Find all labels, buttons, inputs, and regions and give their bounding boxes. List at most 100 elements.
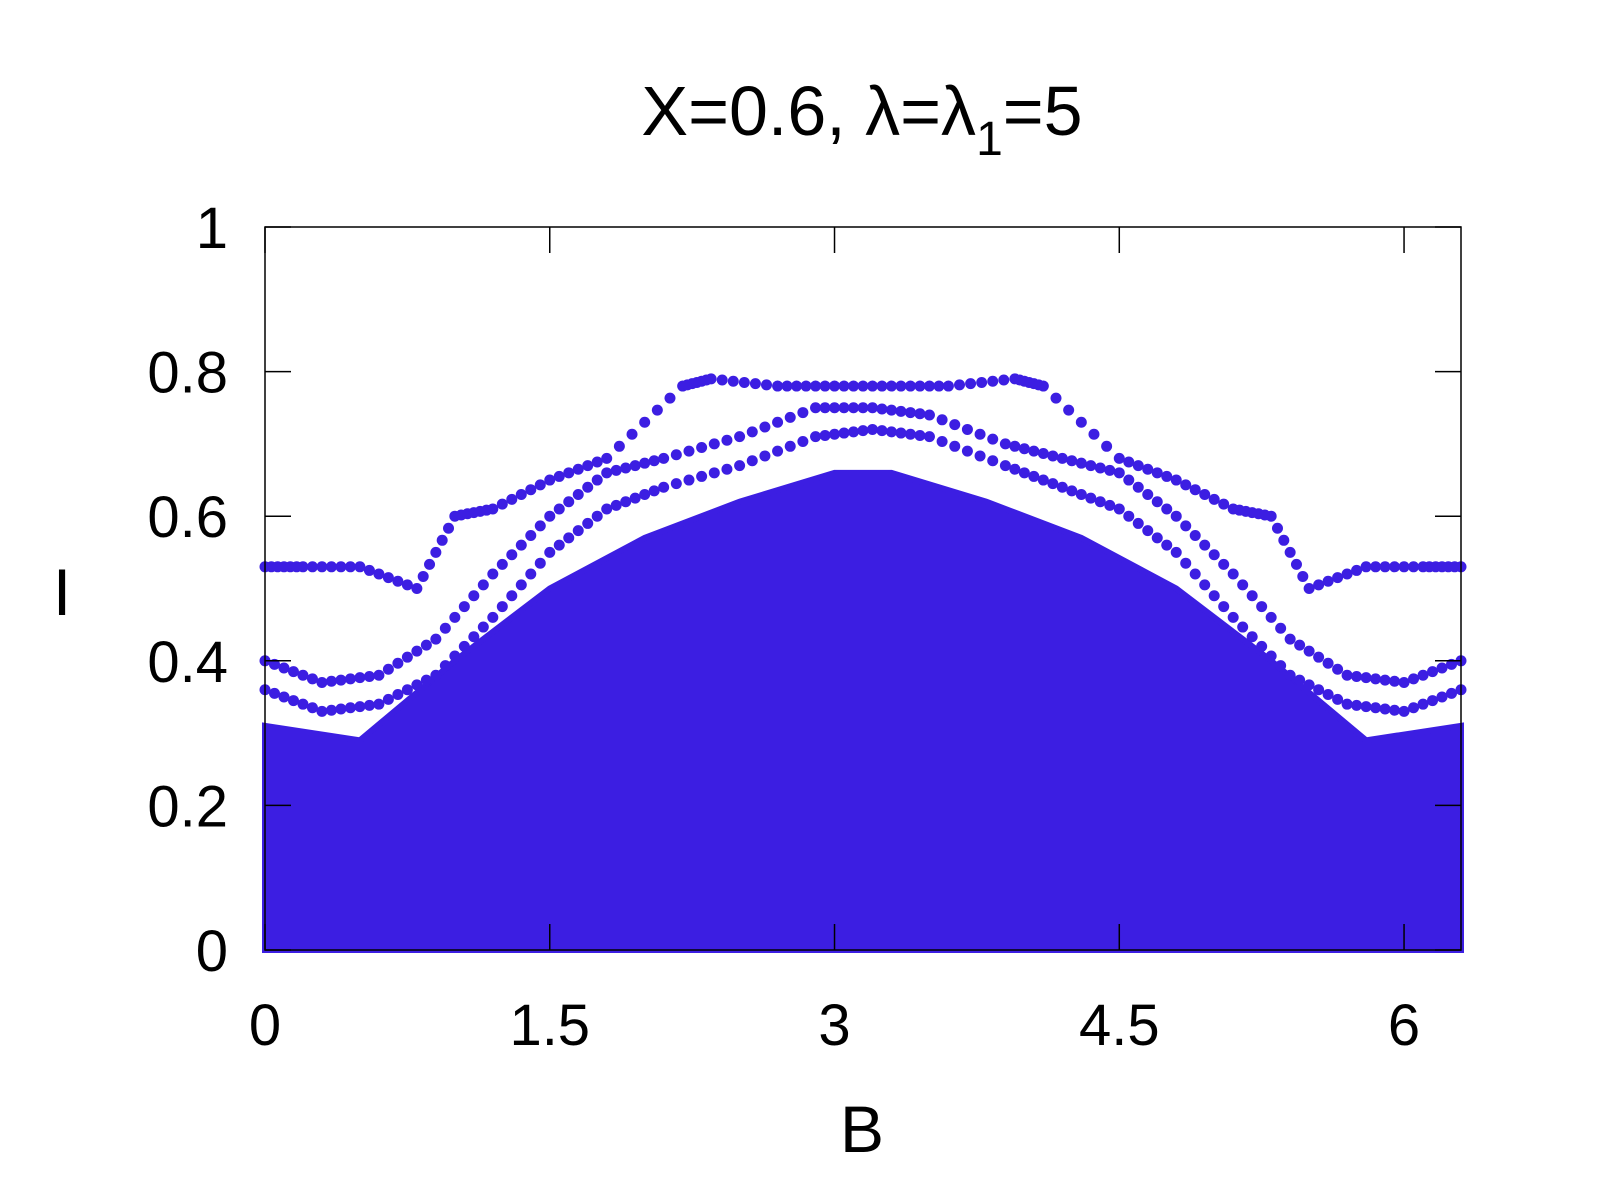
scatter-point <box>1275 660 1287 672</box>
scatter-point <box>601 452 613 464</box>
scatter-point <box>857 402 869 414</box>
scatter-point <box>544 546 556 558</box>
scatter-point <box>1284 546 1296 558</box>
scatter-point <box>411 679 423 691</box>
scatter-point <box>1151 467 1163 479</box>
scatter-point <box>582 517 594 529</box>
scatter-point <box>838 402 850 414</box>
scatter-point <box>297 561 309 573</box>
scatter-point <box>363 670 375 682</box>
scatter-point <box>449 650 461 662</box>
scatter-point <box>1294 639 1306 651</box>
scatter-point <box>1351 699 1363 711</box>
scatter-point <box>933 380 945 392</box>
scatter-point <box>810 402 822 414</box>
scatter-point <box>1189 568 1201 580</box>
scatter-point <box>572 489 584 501</box>
scatter-point <box>1408 673 1420 685</box>
scatter-point <box>1037 380 1049 392</box>
scatter-point <box>1009 463 1021 475</box>
scatter-point <box>829 380 841 392</box>
scatter-point <box>1246 590 1258 602</box>
scatter-point <box>1066 485 1078 497</box>
scatter-point <box>487 611 499 623</box>
scatter-point <box>1256 601 1268 613</box>
scatter-point <box>1123 456 1135 468</box>
scatter-point <box>746 426 758 438</box>
chart-title-subscript: 1 <box>976 113 1003 166</box>
scatter-point <box>1047 450 1059 462</box>
scatter-point <box>1208 549 1220 561</box>
scatter-point <box>335 703 347 715</box>
scatter-point <box>1265 510 1277 522</box>
scatter-point <box>819 402 831 414</box>
scatter-point <box>987 455 999 467</box>
x-axis-title: B <box>840 1092 884 1166</box>
scatter-point <box>449 611 461 623</box>
scatter-point <box>506 590 518 602</box>
scatter-point <box>885 404 897 416</box>
scatter-point <box>297 698 309 710</box>
y-tick-label: 0.2 <box>147 774 228 839</box>
y-tick-label: 0.4 <box>147 630 228 695</box>
scatter-point <box>1398 561 1410 573</box>
scatter-point <box>363 564 375 576</box>
scatter-point <box>1370 702 1382 714</box>
scatter-point <box>772 416 784 428</box>
scatter-point <box>974 450 986 462</box>
scatter-point <box>506 549 518 561</box>
scatter-point <box>430 633 442 645</box>
scatter-point <box>610 499 622 511</box>
scatter-point <box>999 460 1011 472</box>
scatter-point <box>949 419 961 431</box>
scatter-point <box>1389 704 1401 716</box>
scatter-point <box>1037 448 1049 460</box>
scatter-point <box>411 645 423 657</box>
scatter-point <box>998 374 1010 386</box>
scatter-point <box>759 450 771 462</box>
scatter-point <box>1303 645 1315 657</box>
scatter-point <box>759 421 771 433</box>
scatter-point <box>1379 703 1391 715</box>
scatter-point <box>866 380 878 392</box>
scatter-point <box>1142 525 1154 537</box>
scatter-point <box>857 380 869 392</box>
scatter-point <box>727 375 739 387</box>
scatter-point <box>705 373 717 385</box>
x-tick-label: 1.5 <box>509 993 590 1058</box>
scatter-point <box>1085 492 1097 504</box>
scatter-point <box>572 525 584 537</box>
scatter-point <box>1303 679 1315 691</box>
scatter-point <box>1227 568 1239 580</box>
chart-title: X=0.6, λ=λ1=5 <box>641 72 1082 166</box>
scatter-point <box>1265 650 1277 662</box>
scatter-point <box>1351 564 1363 576</box>
scatter-point <box>420 674 432 686</box>
scatter-point <box>563 467 575 479</box>
scatter-point <box>999 438 1011 450</box>
scatter-point <box>553 539 565 551</box>
scatter-point <box>1278 534 1290 546</box>
scatter-point <box>1050 392 1062 404</box>
scatter-point <box>819 429 831 441</box>
scatter-point <box>1408 702 1420 714</box>
scatter-point <box>1151 532 1163 544</box>
scatter-point <box>683 474 695 486</box>
scatter-point <box>458 640 470 652</box>
scatter-point <box>563 532 575 544</box>
scatter-point <box>1379 674 1391 686</box>
scatter-point <box>1265 611 1277 623</box>
scatter-point <box>738 376 750 388</box>
scatter-point <box>420 639 432 651</box>
scatter-point <box>515 539 527 551</box>
scatter-point <box>1218 558 1230 570</box>
scatter-point <box>401 579 413 591</box>
scatter-point <box>708 467 720 479</box>
scatter-point <box>1199 539 1211 551</box>
scatter-point <box>344 561 356 573</box>
scatter-point <box>544 510 556 522</box>
scatter-point <box>1360 672 1372 684</box>
scatter-point <box>1351 670 1363 682</box>
scatter-point <box>904 428 916 440</box>
y-tick-label: 0.6 <box>147 485 228 550</box>
